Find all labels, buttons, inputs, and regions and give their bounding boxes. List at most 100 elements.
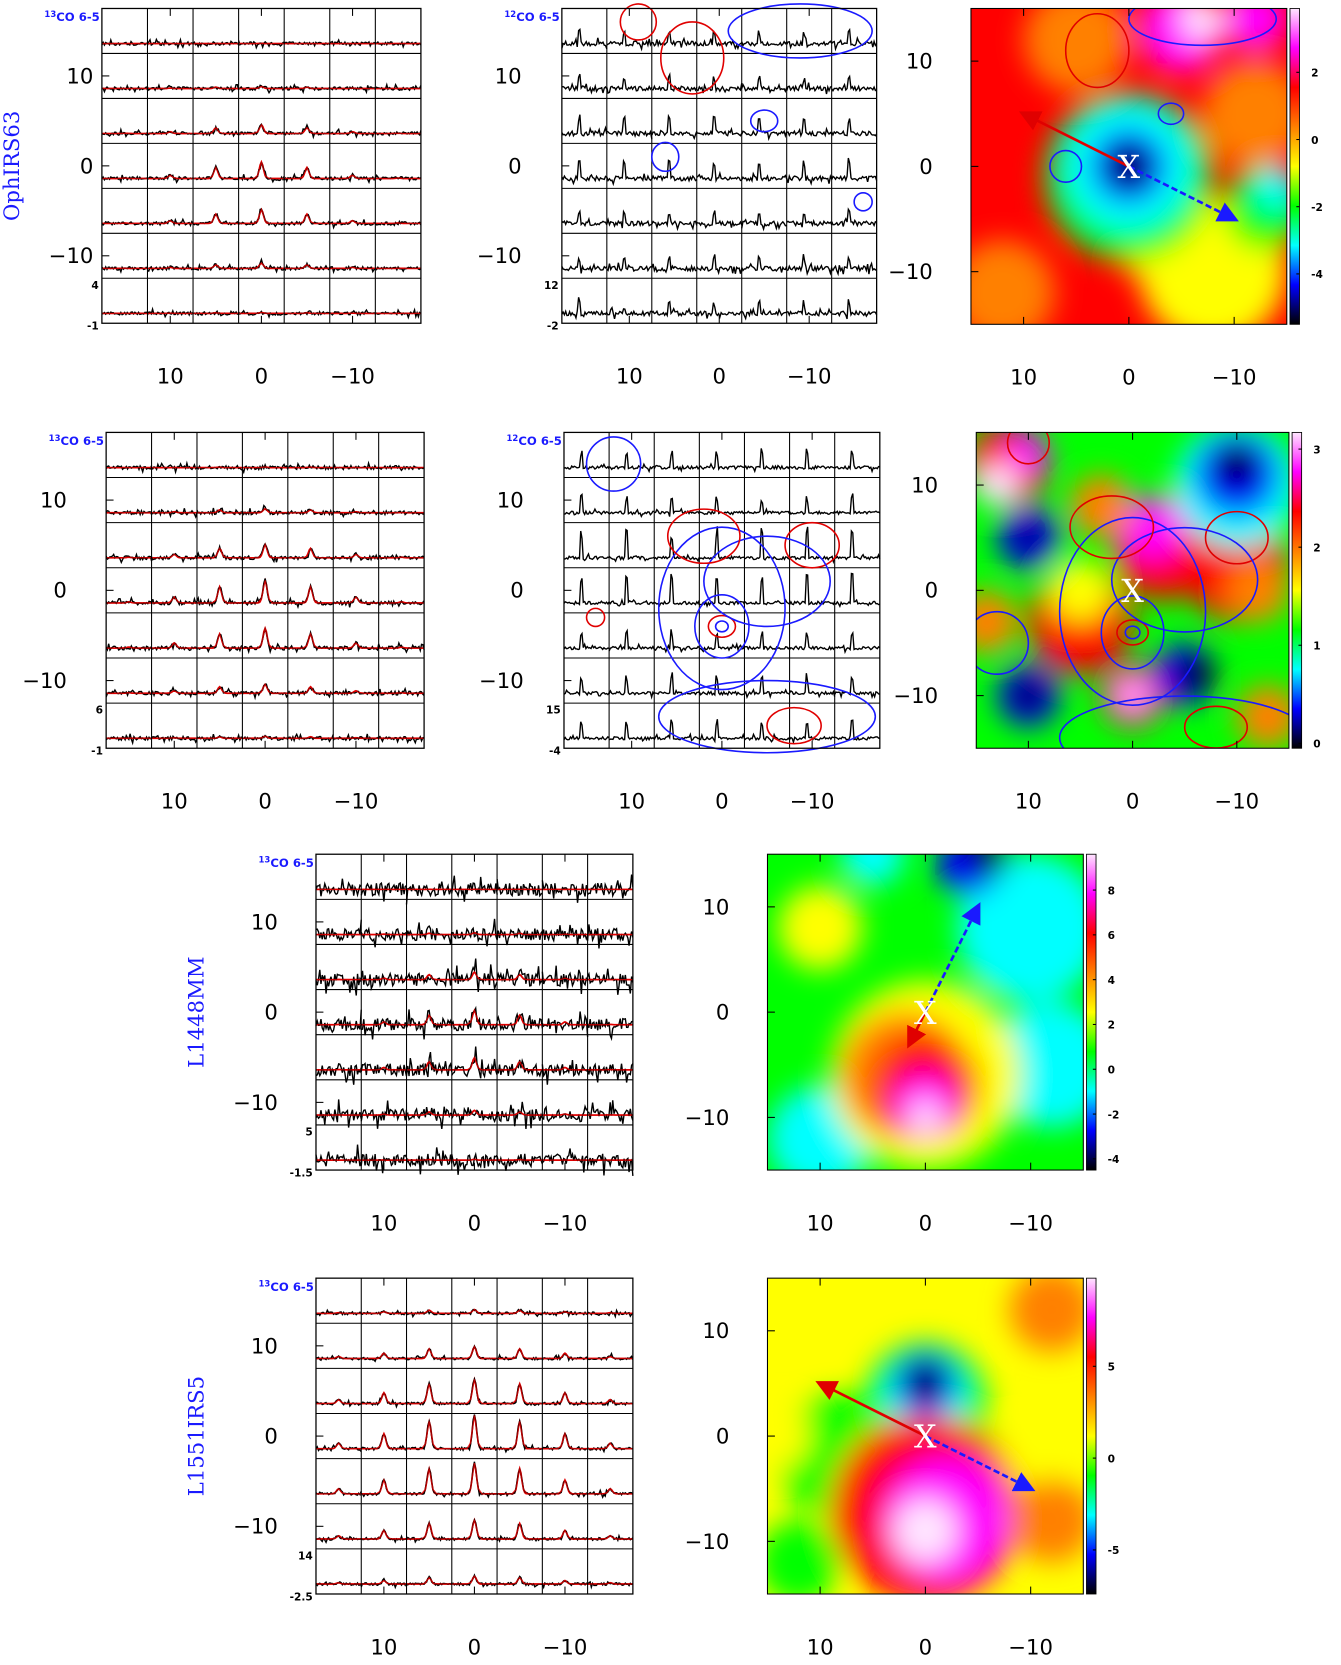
contour (1124, 625, 1141, 640)
y-tick-label: −10 (22, 668, 67, 693)
colorbar-tick-label: 1 (1313, 640, 1320, 652)
y-tick-label: 0 (510, 578, 523, 603)
spectrum (496, 1058, 543, 1078)
spectrum (405, 1106, 452, 1130)
intensity-label: -1 (87, 321, 99, 333)
fit-line (333, 737, 379, 739)
heatmap-blob (906, 1364, 945, 1403)
y-tick-label: 0 (508, 153, 521, 178)
fit-line (406, 973, 452, 981)
spectrum (834, 572, 880, 608)
fit-line (242, 628, 288, 649)
spectrum (561, 160, 608, 186)
fit-line (378, 692, 425, 694)
spectrum (451, 1517, 498, 1542)
fit-line (315, 1535, 362, 1540)
intensity-label: 15 (546, 705, 561, 717)
fit-line (106, 601, 152, 604)
fit-line (151, 511, 197, 514)
spectrum (151, 642, 198, 652)
spectrum (586, 968, 634, 995)
spectrum (360, 881, 407, 902)
spectrum (608, 574, 655, 607)
spectrum (315, 1308, 362, 1317)
fit-line (451, 970, 498, 981)
contour (1204, 510, 1269, 565)
intensity-label: -1 (91, 746, 103, 758)
y-tick-label: 0 (716, 1000, 729, 1025)
x-tick-label: 0 (1126, 789, 1139, 814)
fit-line (284, 312, 330, 315)
fit-line (542, 1478, 588, 1495)
spectrum (405, 1380, 453, 1407)
fit-line (406, 1576, 452, 1585)
fit-line (238, 207, 285, 225)
heatmap-blob (970, 240, 1056, 325)
spectrum (241, 683, 289, 701)
spectrum (608, 675, 655, 700)
heatmap-image (970, 8, 1287, 325)
spectrum (496, 1101, 544, 1129)
spectrum (698, 451, 745, 471)
spectrum (332, 595, 379, 608)
plot-frame (105, 431, 425, 749)
spectrum (744, 631, 791, 651)
fit-line (497, 1383, 543, 1405)
fit-line (406, 1060, 452, 1071)
heatmap-blob (1070, 474, 1133, 538)
outflow-arrow (815, 1381, 926, 1438)
fit-line (497, 932, 543, 936)
outflow-arrow (907, 1011, 927, 1049)
spectrum (105, 464, 153, 475)
spectrum (606, 158, 653, 187)
intensity-label: 4 (91, 280, 98, 292)
fit-line (587, 1535, 633, 1540)
y-tick-label: −10 (893, 683, 938, 708)
fit-line (406, 1521, 452, 1540)
fit-line (497, 973, 543, 981)
spectrum (606, 257, 653, 273)
y-tick-label: 10 (497, 488, 524, 513)
contour (619, 3, 658, 41)
fit-line (151, 641, 197, 649)
spectrum (744, 527, 790, 561)
colorbar-tick-label: -2 (1311, 202, 1323, 214)
x-tick-label: 0 (1122, 365, 1135, 390)
fit-line (151, 690, 197, 694)
fit-line (497, 1013, 543, 1026)
y-tick-label: 10 (702, 1318, 729, 1343)
fit-line (242, 735, 288, 739)
spectrum (360, 1351, 407, 1363)
spectrum (831, 27, 878, 52)
heatmap-blob (1202, 61, 1287, 167)
heatmap-blob (1012, 522, 1045, 554)
plot-frame (563, 431, 881, 749)
contour (1157, 102, 1185, 126)
source-name: OphIRS63 (0, 111, 24, 221)
spectrum (834, 630, 881, 655)
fit-line (333, 641, 379, 649)
contour (1069, 495, 1155, 560)
spectrum (541, 1059, 588, 1085)
line-label-isotope: 13 (49, 433, 61, 443)
fit-line (284, 212, 330, 225)
y-tick-label: 10 (702, 894, 729, 919)
x-tick-label: 10 (370, 1634, 397, 1659)
spectrum (831, 118, 878, 137)
fit-line (361, 1021, 407, 1026)
x-tick-label: −10 (330, 364, 375, 389)
spectrum (360, 1392, 407, 1409)
colorbar-tick-label: 2 (1108, 1020, 1115, 1032)
contour (749, 109, 779, 133)
line-label-molecule: CO 6-5 (56, 10, 100, 24)
x-tick-label: 10 (1015, 789, 1042, 814)
y-tick-label: −10 (477, 243, 522, 268)
colorbar (1086, 1277, 1097, 1595)
colorbar-tick-label: -5 (1108, 1545, 1120, 1557)
y-tick-label: −10 (49, 243, 94, 268)
fit-line (542, 1310, 588, 1314)
heatmap-field (767, 1278, 1084, 1594)
heatmap-image (767, 1278, 1084, 1594)
